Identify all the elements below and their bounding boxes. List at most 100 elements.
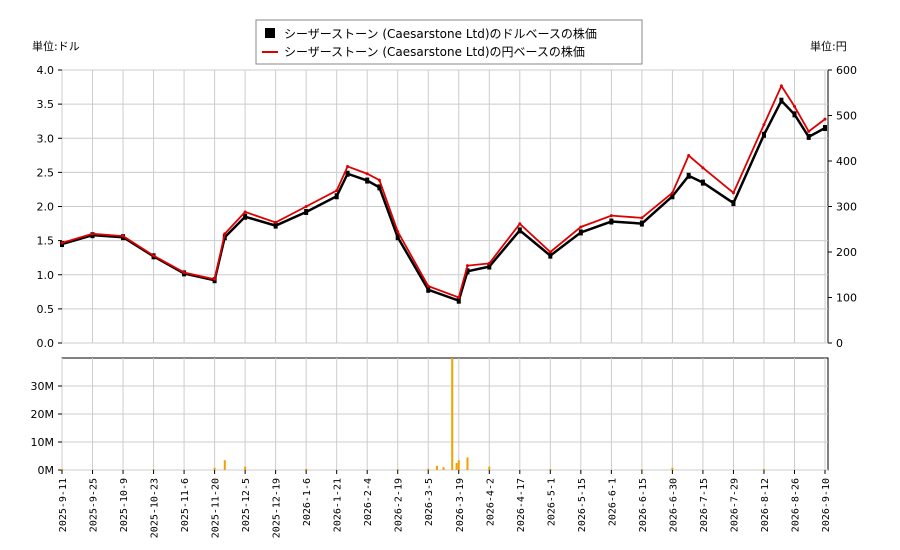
volume-bar [396,469,399,470]
left-tick-label: 2.5 [37,166,55,179]
volume-tick-label: 20M [31,408,55,421]
date-tick-label: 2026-7-15 [699,478,710,532]
usd-price-point [365,177,370,184]
date-tick-label: 2026-5-15 [577,478,588,532]
usd-price-point [426,286,431,293]
left-tick-label: 1.0 [37,269,55,282]
usd-price-point [334,193,339,200]
volume-bar [152,469,155,470]
price-panel: 0.0 0.5 1.0 1.5 2.0 2.5 3.0 3.5 4.0 0 100 200 300 400… [37,64,858,350]
date-tick-label: 2026-3-5 [424,478,435,526]
jpy-price-point [779,84,783,88]
jpy-price-point [762,123,766,127]
right-tick-label: 200 [836,246,857,259]
volume-bar [244,466,247,470]
left-tick-label: 4.0 [37,64,55,77]
jpy-price-point [807,129,811,133]
usd-price-point [792,111,797,118]
right-tick-label: 600 [836,64,857,77]
jpy-price-point [792,104,796,108]
date-tick-label: 2026-6-30 [668,478,679,532]
jpy-price-point [223,232,227,236]
legend: シーザーストーン (Caesarstone Ltd)のドルベースの株価 シーザー… [255,19,643,65]
jpy-price-point [640,216,644,220]
usd-price-point [304,208,309,215]
date-tick-label: 2026-1-6 [302,478,313,526]
jpy-price-point [609,214,613,218]
usd-price-point [686,172,691,179]
date-tick-label: 2026-9-10 [821,478,832,532]
volume-tick-label: 10M [31,436,55,449]
date-axis: 2025-9-11 2025-9-25 2025-10-9 2025-10-23 202… [58,470,832,538]
left-tick-label: 1.5 [37,235,55,248]
usd-price-point [456,297,461,304]
date-tick-label: 2026-1-21 [333,478,344,532]
jpy-price-point [548,250,552,254]
date-tick-label: 2025-12-19 [272,478,283,538]
jpy-price-point [91,232,95,236]
usd-price-point [273,222,278,229]
jpy-price-point [365,172,369,176]
volume-bar [762,468,765,470]
legend-usd-swatch [265,28,275,38]
usd-price-point [609,218,614,225]
jpy-price-point [121,234,125,238]
date-tick-label: 2026-7-29 [729,478,740,532]
jpy-price-point [465,264,469,268]
jpy-price-point [274,220,278,224]
jpy-price-point [377,178,381,182]
date-tick-label: 2026-2-4 [363,478,374,526]
jpy-price-point [487,261,491,265]
date-tick-label: 2025-10-23 [150,478,161,538]
volume-bar [640,469,643,470]
volume-bar [457,460,460,470]
volume-bar [427,468,430,470]
date-tick-label: 2026-4-17 [516,478,527,532]
volume-bar [488,466,491,470]
right-tick-label: 100 [836,292,857,305]
volume-tick-label: 30M [31,380,55,393]
usd-price-point [823,125,827,132]
volume-bar [223,460,226,470]
usd-price-point [578,229,583,236]
usd-price-point [465,268,470,275]
usd-price-point [779,97,784,104]
right-tick-label: 300 [836,201,857,214]
usd-price-point [670,193,675,200]
volume-bar [442,467,445,470]
legend-jpy-label: シーザーストーン (Caesarstone Ltd)の円ベースの株価 [284,44,585,59]
date-tick-label: 2025-9-25 [89,478,100,532]
date-tick-label: 2025-12-5 [241,478,252,532]
volume-tick-label: 0M [38,464,55,477]
date-tick-label: 2026-6-1 [607,478,618,526]
volume-panel: 0M 10M 20M 30M [31,357,829,477]
volume-bar [466,457,469,470]
volume-bar [549,468,552,470]
legend-usd-label: シーザーストーン (Caesarstone Ltd)のドルベースの株価 [284,26,597,41]
jpy-price-point [579,225,583,229]
jpy-price-point [823,117,827,121]
jpy-price-point [701,166,705,170]
volume-bar [213,467,216,470]
jpy-price-point [152,254,156,258]
usd-price-point [377,184,382,191]
volume-bar [671,467,674,470]
jpy-price-point [518,222,522,226]
usd-price-point [639,220,644,227]
date-tick-label: 2026-4-2 [485,478,496,526]
left-tick-label: 3.0 [37,132,55,145]
jpy-price-point [426,284,430,288]
volume-bar [455,463,458,470]
date-tick-label: 2026-3-19 [455,478,466,532]
jpy-price-point [60,241,64,245]
date-tick-label: 2026-2-19 [394,478,405,532]
volume-bar [451,358,454,470]
right-tick-label: 0 [836,337,843,350]
usd-price-point [487,263,492,270]
date-tick-label: 2025-9-11 [58,478,69,532]
date-tick-label: 2026-8-26 [790,478,801,532]
volume-bar [61,468,63,470]
date-tick-label: 2026-6-15 [638,478,649,532]
usd-price-point [243,213,248,220]
left-unit-label: 単位:ドル [32,39,80,53]
